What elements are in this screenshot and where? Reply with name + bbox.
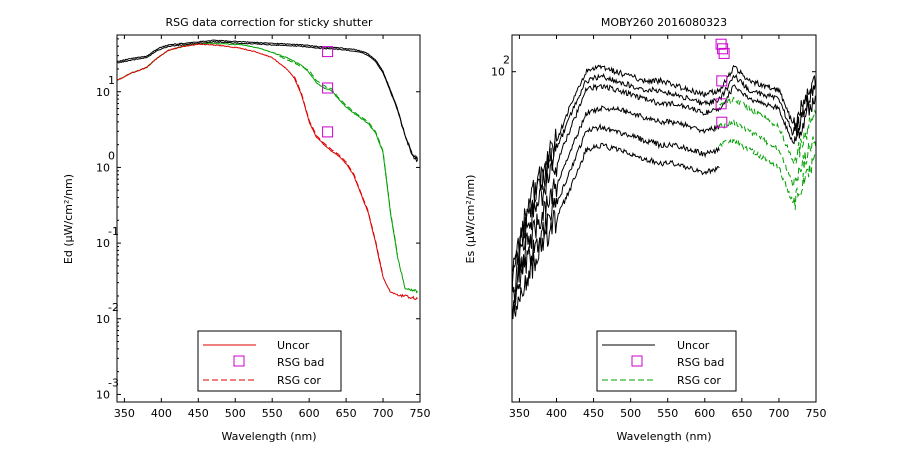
series-rsg-cor-line (719, 138, 816, 210)
x-tick-label: 350 (509, 407, 530, 420)
rsg-bad-marker (322, 46, 334, 58)
y-tick-exponent: -2 (108, 301, 119, 314)
y-tick-label: 10 (96, 237, 110, 250)
left-chart-title: RSG data correction for sticky shutter (165, 16, 373, 29)
right-legend-rsgbad-marker (631, 355, 643, 367)
right-legend-rsgbad-label: RSG bad (677, 356, 724, 369)
right-chart: MOBY260 2016080323 350 400 450 500 550 600 650… (464, 16, 827, 443)
left-chart: RSG data correction for sticky shutter 3… (62, 16, 431, 443)
x-tick-label: 450 (583, 407, 604, 420)
x-tick-label: 350 (114, 407, 135, 420)
x-tick-label: 700 (373, 407, 394, 420)
right-y-axis-label: Es (µW/cm²/nm) (464, 175, 477, 264)
right-legend-uncor-label: Uncor (677, 339, 710, 352)
series-uncor-line (117, 39, 419, 161)
right-plot-area (512, 38, 816, 320)
rsg-bad-marker (718, 47, 730, 59)
series-rsg-cor-line (719, 96, 816, 165)
x-tick-label: 750 (410, 407, 431, 420)
left-legend: Uncor RSG bad RSG cor (197, 330, 342, 392)
left-legend-uncor-label: Uncor (277, 339, 310, 352)
right-series-group (512, 64, 816, 320)
left-x-axis-label: Wavelength (nm) (221, 430, 316, 443)
series-uncor-line (512, 64, 816, 272)
left-legend-box (197, 330, 342, 392)
x-tick-label: 650 (731, 407, 752, 420)
series-rsg-cor-line (279, 55, 398, 255)
right-x-ticks: 350 400 450 500 550 600 650 700 750 (509, 35, 827, 420)
rsg-bad-marker (715, 98, 727, 110)
left-axes-frame (116, 34, 421, 403)
series-rsg-cor-line (293, 76, 383, 272)
right-chart-title: MOBY260 2016080323 (601, 16, 727, 29)
series-uncor-line (512, 123, 720, 313)
x-tick-label: 550 (657, 407, 678, 420)
y-tick-label: 10 (96, 388, 110, 401)
left-plot-area (117, 39, 419, 301)
x-tick-label: 450 (188, 407, 209, 420)
rsg-bad-marker (716, 116, 728, 128)
y-tick-exponent: -3 (108, 376, 119, 389)
y-tick-label: 10 (96, 161, 110, 174)
series-uncor-line (512, 83, 816, 294)
x-tick-label: 550 (262, 407, 283, 420)
right-legend-rsgcor-label: RSG cor (677, 374, 721, 387)
y-tick-label: 10 (491, 66, 505, 79)
series-uncor-line (512, 72, 816, 292)
left-legend-rsgbad-marker (233, 355, 245, 367)
left-x-ticks: 350 400 450 500 550 600 650 700 750 (114, 35, 431, 420)
rsg-bad-marker (322, 82, 334, 94)
y-tick-exponent: -1 (108, 225, 119, 238)
x-tick-label: 500 (225, 407, 246, 420)
series-uncor-line (117, 40, 419, 163)
x-tick-label: 700 (768, 407, 789, 420)
x-tick-label: 600 (299, 407, 320, 420)
series-rsg-cor-line (719, 119, 816, 189)
rsg-bad-marker (716, 75, 728, 87)
right-legend-box (596, 330, 737, 392)
left-legend-rsgcor-label: RSG cor (277, 374, 321, 387)
x-tick-label: 400 (546, 407, 567, 420)
series-uncor-line (512, 105, 720, 304)
y-tick-exponent: 2 (503, 54, 510, 67)
y-tick-label: 10 (96, 86, 110, 99)
right-y-ticks: 102 (491, 54, 816, 79)
left-y-axis-label: Ed (µW/cm²/nm) (62, 174, 75, 264)
right-legend: Uncor RSG bad RSG cor (596, 330, 737, 392)
rsg-bad-marker (322, 126, 334, 138)
right-axes-frame (511, 34, 817, 403)
left-series-group (117, 39, 419, 301)
x-tick-label: 650 (336, 407, 357, 420)
right-x-axis-label: Wavelength (nm) (616, 430, 711, 443)
left-legend-rsgbad-label: RSG bad (277, 356, 324, 369)
x-tick-label: 400 (151, 407, 172, 420)
series-uncor-line (512, 142, 720, 320)
y-tick-exponent: 1 (108, 74, 115, 87)
y-tick-exponent: 0 (108, 149, 115, 162)
x-tick-label: 600 (694, 407, 715, 420)
y-tick-label: 10 (96, 313, 110, 326)
x-tick-label: 750 (806, 407, 827, 420)
x-tick-label: 500 (620, 407, 641, 420)
